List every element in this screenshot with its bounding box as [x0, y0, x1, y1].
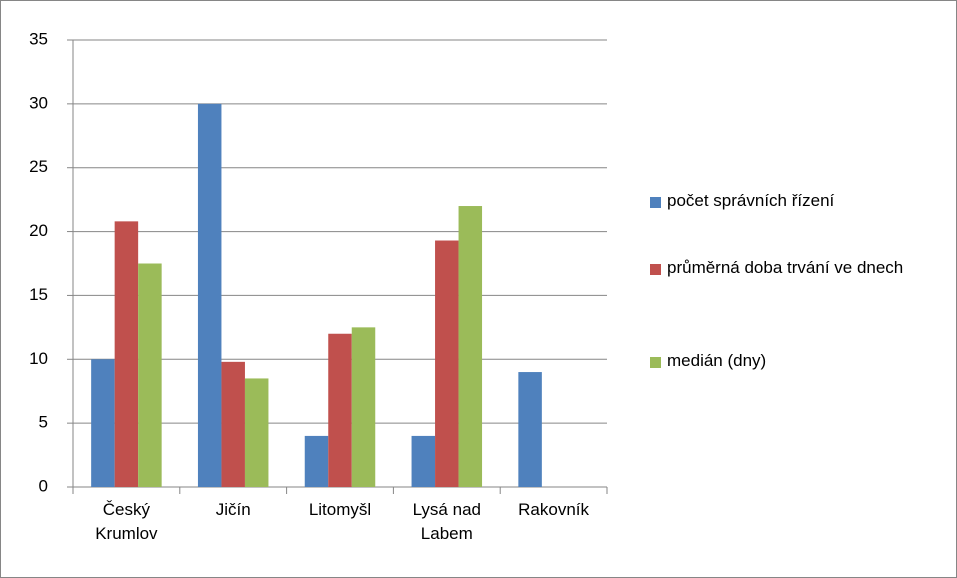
- legend-label: počet správních řízení: [667, 191, 835, 210]
- bar: [411, 435, 436, 487]
- y-tick-label: 25: [29, 157, 48, 176]
- y-tick-label: 35: [29, 29, 48, 48]
- y-tick-label: 30: [29, 93, 48, 112]
- legend-swatch: [650, 357, 661, 368]
- x-tick-label: Lysá nad Labem: [412, 500, 481, 543]
- bar: [351, 327, 376, 487]
- bar: [304, 435, 329, 487]
- bar: [114, 221, 139, 487]
- bar: [91, 359, 115, 487]
- y-tick-label: 10: [29, 349, 48, 368]
- x-tick-label: Český Krumlov: [95, 500, 158, 543]
- x-tick-label: Jičín: [215, 500, 251, 519]
- bar: [518, 372, 542, 487]
- bar: [221, 361, 245, 487]
- legend-swatch: [650, 264, 661, 275]
- bar: [138, 263, 162, 487]
- x-tick-label: Litomyšl: [308, 500, 372, 519]
- legend-label: medián (dny): [667, 351, 767, 370]
- legend-label: průměrná doba trvání ve dnech: [667, 258, 904, 277]
- y-tick-label: 5: [39, 413, 48, 432]
- y-tick-label: 15: [29, 285, 48, 304]
- bar: [435, 240, 459, 487]
- y-tick-label: 0: [39, 476, 48, 495]
- y-tick-label: 20: [29, 221, 48, 240]
- bar: [458, 206, 483, 487]
- legend-swatch: [650, 197, 661, 208]
- x-tick-label: Rakovník: [518, 500, 590, 519]
- bar: [244, 378, 269, 487]
- bar: [328, 333, 352, 487]
- bar: [197, 103, 222, 487]
